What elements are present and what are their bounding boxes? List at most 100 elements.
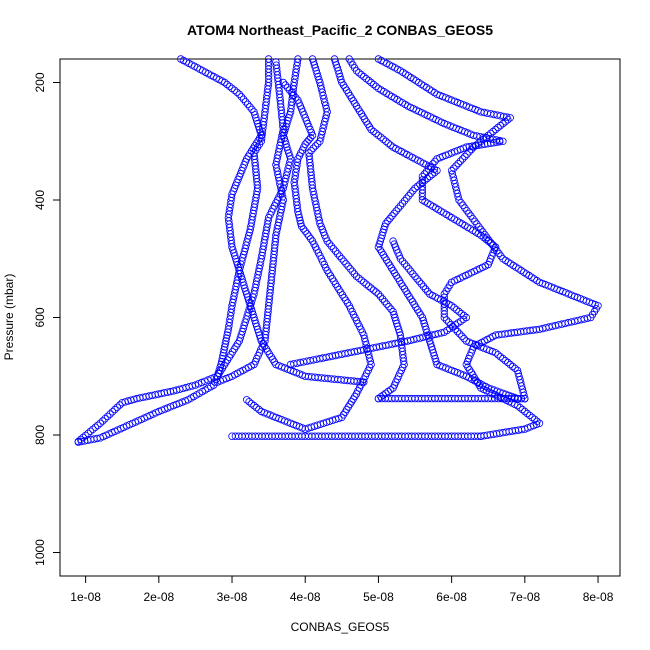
data-point [458,155,467,163]
data-point [223,80,231,89]
data-point [484,131,492,140]
data-point [365,76,373,85]
data-point [474,432,482,440]
data-point [237,93,246,101]
data-point [91,423,100,431]
data-point [111,405,119,414]
data-point [462,313,470,322]
data-point [451,325,459,333]
data-point [485,236,493,244]
data-point [367,125,375,134]
data-point [386,214,394,223]
y-tick-label: 1000 [33,539,47,566]
data-point [376,292,385,301]
data-point [518,405,527,414]
data-point [224,325,233,333]
x-tick-label: 8e-08 [583,590,614,604]
data-point [255,405,263,414]
data-point [513,401,522,410]
data-point [504,115,512,124]
data-point [360,72,368,81]
data-point [314,139,322,148]
data-point [384,139,392,147]
data-point [450,304,458,312]
data-point [350,270,359,278]
data-point [508,362,517,371]
data-point [494,123,502,132]
data-point [459,201,467,209]
data-point [220,343,229,351]
data-points [74,55,602,446]
data-point [96,419,104,427]
data-point [247,400,256,408]
data-point [379,391,387,399]
data-point [333,249,342,258]
data-point [213,378,222,386]
data-point [457,309,466,318]
data-point [106,410,114,418]
data-point [121,398,129,406]
data-point [457,198,465,207]
data-point [375,240,383,248]
data-point [317,134,325,142]
data-point [296,216,304,225]
data-point [323,237,331,245]
data-point [398,199,407,208]
data-point [108,408,117,416]
data-point [386,386,395,394]
data-point [447,166,456,175]
y-tick-label: 800 [33,425,47,445]
data-point [303,230,311,238]
data-point [357,70,366,79]
data-point [130,395,138,404]
data-point [392,207,400,215]
data-point [285,86,294,94]
data-point [413,275,421,283]
data-point [346,265,354,273]
data-point [456,157,465,165]
data-point [460,334,468,343]
data-point [389,237,397,245]
data-point [374,131,383,140]
data-point [409,187,417,195]
data-point [407,267,415,275]
data-point [499,354,507,363]
data-point [292,93,300,102]
x-axis-label: CONBAS_GEOS5 [291,620,390,634]
data-point [383,300,391,308]
data-point [352,272,361,281]
data-point [294,210,303,219]
data-point [303,138,311,146]
data-point [369,127,378,136]
data-point [338,255,346,263]
x-tick-label: 6e-08 [436,590,467,604]
data-point [409,270,417,278]
data-point [499,137,507,145]
data-point [403,262,411,270]
y-axis: 200 400 600 800 1000 [33,72,61,566]
data-point [477,225,485,234]
data-point [489,241,497,250]
data-point [501,117,509,126]
data-point [461,204,469,212]
data-point [327,242,336,250]
data-point [481,230,489,239]
data-point [411,272,419,281]
data-point [421,285,430,293]
data-point [230,86,239,94]
data-point [526,411,534,420]
data-point [479,135,488,143]
data-point [224,328,232,336]
data-point [385,302,393,311]
data-point [372,129,380,138]
data-point [454,159,462,168]
data-point [281,81,290,89]
data-point [417,280,425,288]
data-point [396,202,405,210]
data-point [405,265,413,273]
data-point [455,307,463,316]
data-point [467,212,475,220]
y-tick-label: 200 [33,72,47,92]
data-point [467,145,476,154]
data-point [450,164,458,172]
